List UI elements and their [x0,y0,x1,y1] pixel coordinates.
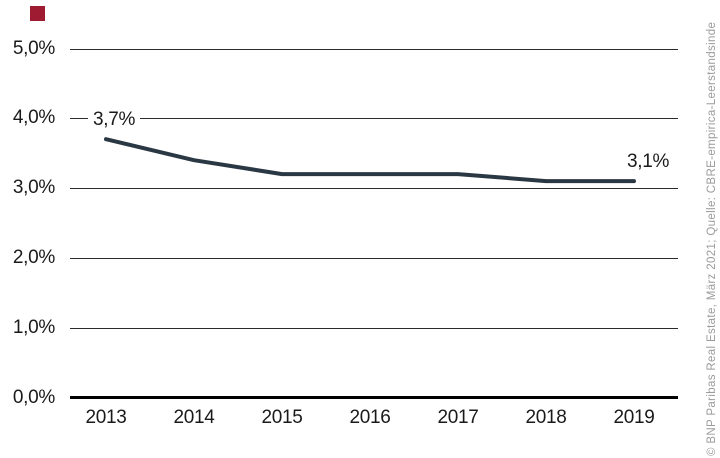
data-label-end: 3,1% [621,151,675,174]
brand-square-icon [30,6,45,21]
y-tick-label: 2,0% [12,246,55,268]
gridline [70,257,678,259]
x-tick-label: 2019 [613,407,655,428]
y-tick-label: 5,0% [12,37,55,59]
x-tick-label: 2014 [173,407,215,428]
x-tick-label: 2016 [349,407,391,428]
gridline [70,118,678,120]
line-series-path [104,137,636,184]
y-tick-label: 1,0% [12,316,55,338]
x-tick-label: 2015 [261,407,303,428]
gridline [70,188,678,190]
x-tick-label: 2018 [525,407,567,428]
y-tick-label: 4,0% [12,107,55,129]
x-tick-label: 2017 [437,407,479,428]
gridline [70,327,678,329]
x-tick-label: 2013 [85,407,127,428]
data-label-start: 3,7% [87,109,141,132]
gridline [70,48,678,50]
x-axis-line [70,396,678,399]
y-tick-label: 3,0% [12,177,55,199]
y-tick-label: 0,0% [12,386,55,408]
